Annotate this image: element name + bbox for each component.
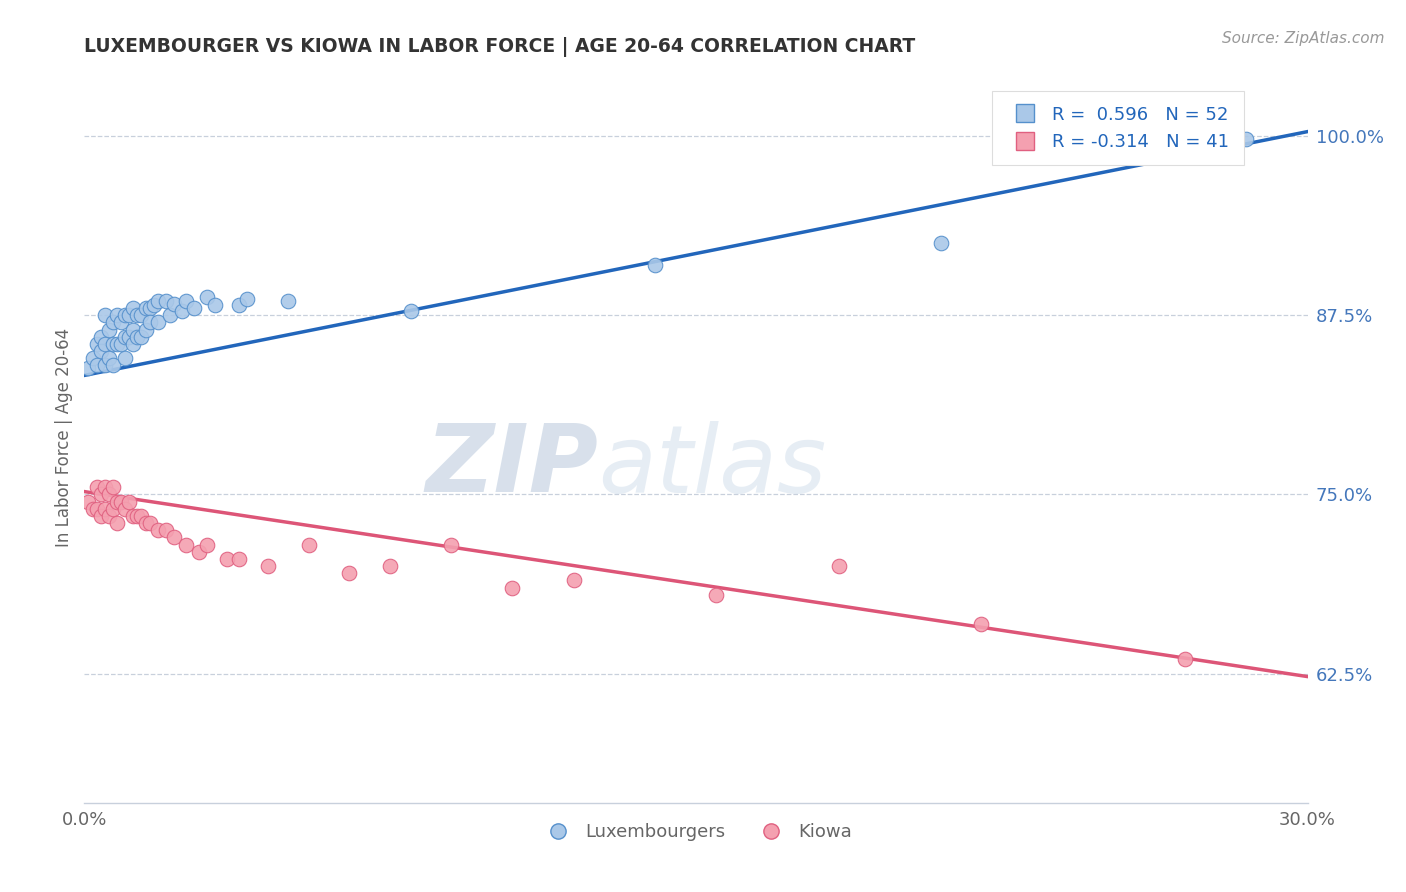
Point [339, 566, 361, 581]
Point [187, 545, 209, 559]
Text: ZIP: ZIP [425, 420, 598, 512]
Point [135, 301, 157, 315]
Point [101, 336, 124, 351]
Point [114, 308, 136, 322]
Point [122, 336, 145, 351]
Point [105, 308, 128, 322]
Point [131, 329, 153, 343]
Point [195, 289, 218, 303]
Text: atlas: atlas [598, 421, 827, 512]
Point [135, 322, 157, 336]
Point [86, 359, 108, 373]
Point [236, 293, 259, 307]
Point [93, 359, 115, 373]
Point [86, 501, 108, 516]
Point [155, 293, 177, 308]
Point [93, 501, 115, 516]
Point [118, 329, 141, 343]
Point [105, 336, 128, 351]
Point [82, 351, 104, 366]
Point [110, 494, 132, 508]
Point [118, 494, 141, 508]
Point [298, 538, 321, 552]
Point [101, 480, 124, 494]
Point [228, 298, 250, 312]
Point [77, 361, 100, 376]
Point [105, 516, 128, 530]
Point [146, 524, 169, 538]
Point [110, 315, 132, 329]
Point [163, 296, 186, 310]
Point [155, 524, 177, 538]
Text: LUXEMBOURGER VS KIOWA IN LABOR FORCE | AGE 20-64 CORRELATION CHART: LUXEMBOURGER VS KIOWA IN LABOR FORCE | A… [84, 37, 915, 57]
Point [114, 329, 136, 343]
Point [131, 308, 153, 322]
Point [105, 494, 128, 508]
Point [159, 308, 181, 322]
Point [101, 501, 124, 516]
Point [97, 322, 120, 336]
Point [174, 538, 197, 552]
Point [970, 616, 993, 631]
Point [138, 301, 160, 315]
Point [122, 322, 145, 336]
Point [127, 329, 149, 343]
Point [90, 508, 112, 523]
Point [929, 236, 952, 251]
Point [97, 487, 120, 501]
Point [97, 508, 120, 523]
Point [1236, 132, 1258, 146]
Point [101, 359, 124, 373]
Point [142, 298, 165, 312]
Point [146, 315, 169, 329]
Point [440, 538, 463, 552]
Point [122, 508, 145, 523]
Point [97, 351, 120, 366]
Point [1174, 652, 1197, 666]
Point [131, 508, 153, 523]
Point [828, 559, 851, 574]
Point [174, 293, 197, 308]
Point [380, 559, 402, 574]
Point [122, 301, 145, 315]
Point [138, 315, 160, 329]
Point [90, 329, 112, 343]
Point [86, 336, 108, 351]
Point [101, 315, 124, 329]
Point [86, 480, 108, 494]
Point [706, 588, 728, 602]
Point [77, 494, 100, 508]
Point [257, 559, 280, 574]
Point [502, 581, 524, 595]
Legend: Luxembourgers, Kiowa: Luxembourgers, Kiowa [533, 816, 859, 848]
Point [90, 487, 112, 501]
Y-axis label: In Labor Force | Age 20-64: In Labor Force | Age 20-64 [55, 327, 73, 547]
Point [114, 501, 136, 516]
Point [127, 308, 149, 322]
Point [93, 336, 115, 351]
Point [228, 552, 250, 566]
Point [135, 516, 157, 530]
Point [183, 301, 205, 315]
Point [195, 538, 218, 552]
Point [562, 574, 585, 588]
Point [204, 298, 226, 312]
Point [399, 304, 422, 318]
Point [114, 351, 136, 366]
Text: Source: ZipAtlas.com: Source: ZipAtlas.com [1222, 31, 1385, 46]
Point [110, 336, 132, 351]
Point [93, 480, 115, 494]
Point [172, 304, 194, 318]
Point [93, 308, 115, 322]
Point [82, 501, 104, 516]
Point [118, 308, 141, 322]
Point [277, 293, 299, 308]
Point [163, 531, 186, 545]
Point [90, 344, 112, 359]
Point [644, 258, 666, 272]
Point [217, 552, 239, 566]
Point [127, 508, 149, 523]
Point [146, 293, 169, 308]
Point [138, 516, 160, 530]
